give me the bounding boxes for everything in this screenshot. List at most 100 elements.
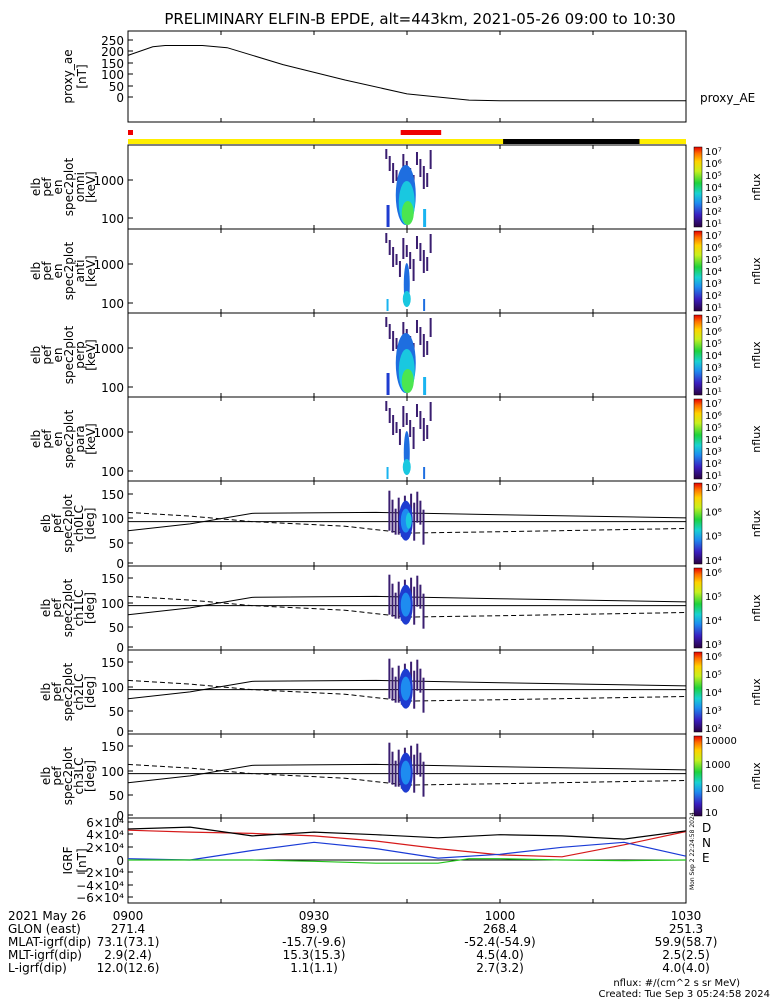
colorbar-label: nflux	[750, 173, 763, 201]
spectrogram-cell	[400, 760, 411, 785]
colorbar-label: nflux	[750, 678, 763, 706]
y-axis-label: spec2plot	[61, 662, 75, 721]
x-tick-label: 2.9(2.4)	[104, 948, 152, 962]
x-tick-label: 2.5(2.5)	[662, 948, 710, 962]
series-igrf-f	[127, 826, 687, 840]
y-axis-label: elb	[39, 599, 53, 617]
spectrogram-cell	[395, 170, 398, 181]
y-tick-label: 200	[101, 45, 124, 59]
spectrogram-cell	[413, 502, 416, 541]
y-axis-label: [keV]	[84, 339, 98, 370]
colorbar-tick-label: 10⁵	[705, 423, 722, 434]
y-axis-label: pef	[40, 429, 54, 449]
spectrogram-cell	[401, 369, 414, 393]
loss-cone-line	[127, 679, 687, 700]
spectrogram-anti	[385, 233, 432, 311]
y-tick-label: 100	[101, 212, 124, 226]
x-tick-label: 73.1(73.1)	[97, 935, 160, 949]
y-tick-label: 1000	[93, 426, 124, 440]
series-proxy-ae	[127, 45, 686, 102]
colorbar-label: nflux	[750, 425, 763, 453]
spectrogram-cell	[397, 497, 400, 535]
colorbar-tick-label: 10⁴	[705, 351, 722, 362]
state-segment-red	[128, 130, 133, 135]
x-tick-label: -52.4(-54.9)	[464, 935, 535, 949]
spectrogram-cell	[422, 418, 425, 441]
y-tick-label: 4×10⁴	[86, 828, 124, 842]
colorbar-tick-label: 10⁵	[705, 670, 722, 681]
spectrogram-cell	[416, 575, 419, 607]
spectrogram-cell	[415, 320, 418, 333]
colorbar-tick-label: 10¹	[705, 471, 722, 482]
colorbar-tick-label: 10⁴	[705, 267, 722, 278]
colorbar-tick-label: 10²	[705, 207, 722, 218]
spectrogram-cell	[422, 593, 425, 629]
legend-n: N	[702, 836, 711, 850]
y-tick-label: 50	[109, 705, 124, 719]
spectrogram-cell	[395, 422, 398, 433]
colorbar-tick-label: 10³	[705, 447, 722, 458]
spectrogram-cell	[419, 584, 422, 609]
spectrogram-cell	[388, 408, 391, 423]
y-tick-label: 0	[116, 854, 124, 868]
colorbar-tick-label: 10⁴	[705, 688, 722, 699]
spectrogram-cell	[394, 760, 397, 787]
x-tick-label: 15.3(15.3)	[283, 948, 346, 962]
legend-d: D	[702, 821, 711, 835]
spectrogram-cell	[429, 234, 432, 253]
colorbar-label: nflux	[750, 594, 763, 622]
colorbar-tick-label: 10⁶	[705, 507, 722, 518]
colorbar-tick-label: 10000	[705, 736, 737, 747]
pitch-angle-ch3	[127, 742, 687, 797]
units-note: nflux: #/(cm^2 s sr MeV)	[613, 978, 740, 989]
colorbar-tick-label: 10⁷	[705, 483, 722, 494]
colorbar-tick-label: 10¹	[705, 219, 722, 230]
y-axis-label: pef	[50, 682, 64, 702]
colorbar-gradient	[693, 230, 703, 312]
spectrogram-cell	[394, 508, 397, 535]
y-axis-label: [deg]	[83, 508, 97, 540]
colorbar-gradient	[693, 146, 703, 228]
spectrogram-cell	[388, 156, 391, 171]
spectrogram-cell	[388, 240, 391, 255]
y-tick-label: 150	[101, 57, 124, 71]
spectrogram-cell	[398, 429, 401, 445]
colorbar-tick-label: 10⁶	[705, 243, 722, 254]
y-axis-label: spec2plot	[62, 157, 76, 216]
spectrogram-cell	[419, 243, 422, 261]
x-tick-label: 251.3	[669, 922, 703, 936]
y-axis-label: pef	[50, 766, 64, 786]
y-axis-label: ch2LC	[72, 674, 86, 711]
y-tick-label: 0	[116, 557, 124, 571]
x-tick-label: 268.4	[483, 922, 517, 936]
spectrogram-cell	[422, 509, 425, 545]
colorbar-tick-label: 10⁴	[705, 435, 722, 446]
spectrogram-cell	[423, 377, 427, 395]
x-tick-label: 59.9(58.7)	[655, 935, 718, 949]
y-axis-label: en	[51, 348, 65, 363]
spectrogram-cell	[422, 166, 425, 189]
colorbar-label: nflux	[750, 341, 763, 369]
y-axis-label: elb	[39, 514, 53, 532]
x-tick-label: 89.9	[301, 922, 328, 936]
x-tick-label: 4.0(4.0)	[662, 961, 710, 975]
y-tick-label: 150	[101, 488, 124, 502]
colorbar-gradient	[693, 567, 703, 649]
spectrogram-cell	[410, 661, 413, 689]
anti-loss-cone-line	[127, 595, 687, 618]
spectrogram-cell	[392, 163, 395, 183]
pitch-angle-ch0	[127, 490, 687, 545]
colorbar-tick-label: 10²	[705, 375, 722, 386]
colorbar-tick-label: 10⁴	[705, 556, 722, 567]
colorbar-tick-label: 10²	[705, 291, 722, 302]
spectrogram-cell	[385, 401, 388, 411]
y-tick-label: 100	[101, 68, 124, 82]
colorbar-tick-label: 10²	[705, 724, 722, 735]
y-axis-label: elb	[39, 767, 53, 785]
colorbar-tick-label: 10	[705, 808, 718, 819]
spectrogram-cell	[405, 245, 408, 257]
series-igrf-d	[127, 829, 687, 858]
colorbar: 10⁷ 10⁶ 10⁵ 10⁴ nflux	[693, 482, 763, 567]
